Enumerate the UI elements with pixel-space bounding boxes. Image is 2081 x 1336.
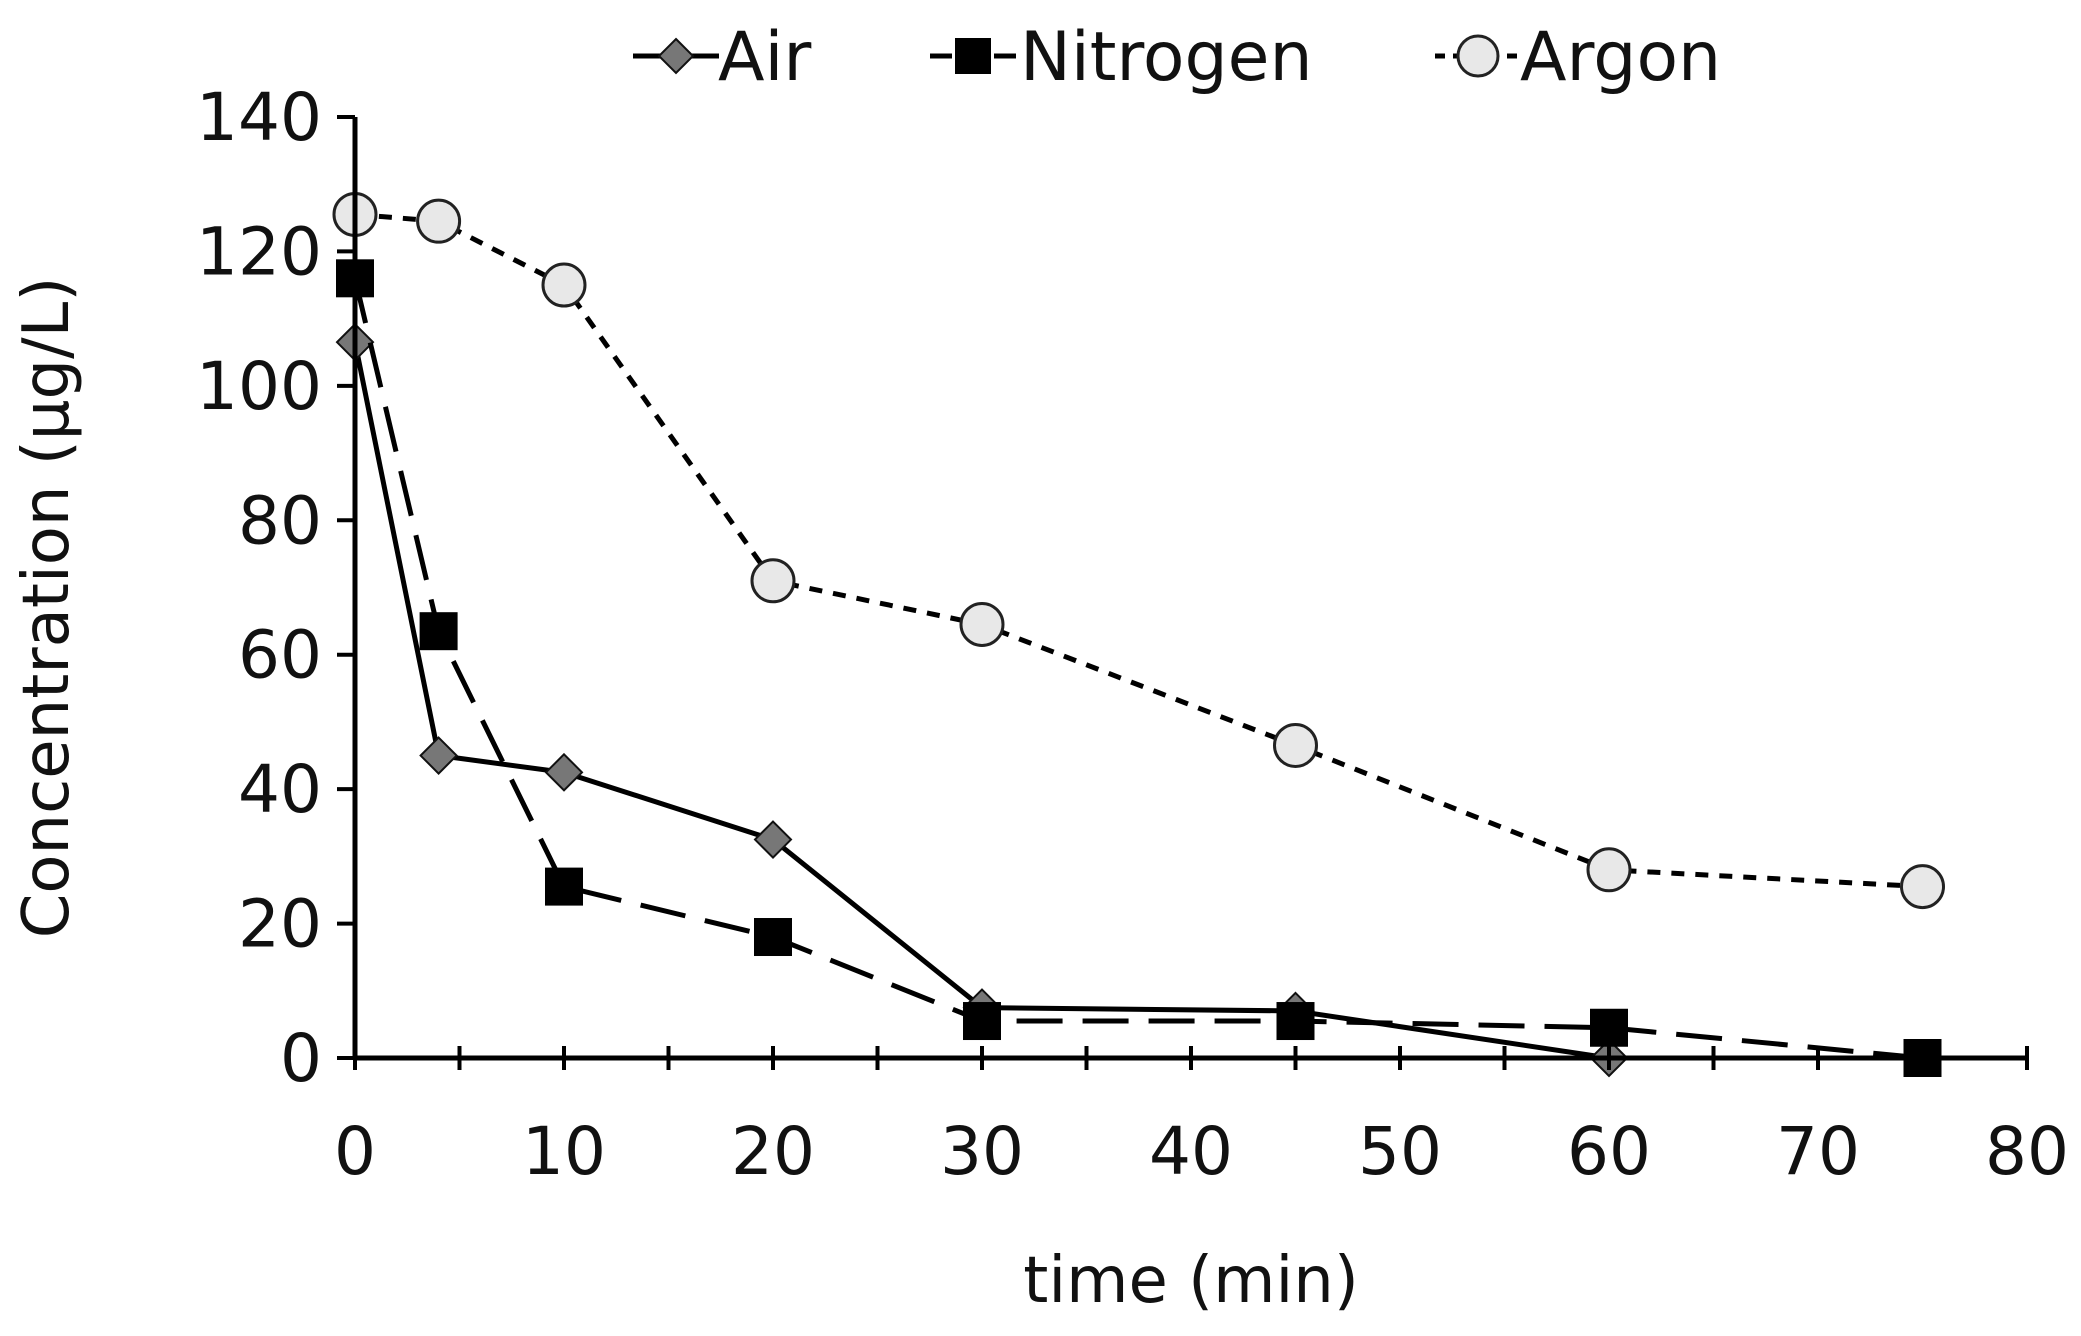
x-tick-label: 30: [940, 1113, 1024, 1190]
x-tick-label: 50: [1358, 1113, 1442, 1190]
data-point-nitrogen: [1276, 1002, 1315, 1041]
y-tick-label: 60: [238, 617, 322, 694]
x-axis-title: time (min): [1023, 1244, 1359, 1318]
series-air: [335, 322, 1629, 1078]
y-tick-label: 120: [196, 213, 322, 290]
x-tick-label: 10: [522, 1113, 606, 1190]
legend-marker-argon: [1456, 34, 1500, 78]
series-layer: [332, 191, 1945, 1078]
data-point-argon: [416, 198, 462, 244]
data-point-argon: [541, 262, 587, 308]
x-tick-label: 40: [1149, 1113, 1233, 1190]
legend-marker-nitrogen: [955, 38, 991, 74]
data-point-nitrogen: [963, 1002, 1001, 1041]
data-point-argon: [1273, 722, 1318, 768]
data-point-nitrogen: [545, 867, 583, 906]
legend-label-nitrogen: Nitrogen: [1020, 18, 1313, 97]
y-tick-label: 140: [196, 79, 322, 156]
x-tick-label: 80: [1985, 1113, 2069, 1190]
x-tick-label: 20: [731, 1113, 815, 1190]
x-ticks: 0 10 20 30 40 50 60 70 80: [334, 1046, 2069, 1190]
series-nitrogen: [336, 259, 1942, 1077]
data-point-nitrogen: [419, 612, 458, 651]
series-line-argon: [354, 211, 1923, 890]
data-point-argon: [1586, 847, 1632, 893]
series-line-air: [352, 341, 1610, 1061]
x-tick-label: 70: [1776, 1113, 1860, 1190]
series-argon: [332, 191, 1945, 910]
legend-marker-air: [657, 37, 695, 75]
y-tick-label: 40: [238, 751, 322, 828]
data-point-air: [544, 752, 584, 792]
legend-item-argon: Argon: [1435, 18, 1721, 97]
x-tick-label: 60: [1567, 1113, 1651, 1190]
axes: 0 10 20 30 40 50 60 70 80 0 20 40 60 80 100 120 140: [196, 79, 2069, 1190]
data-point-air: [753, 820, 793, 859]
data-point-nitrogen: [1590, 1008, 1628, 1047]
data-point-nitrogen: [754, 918, 792, 957]
y-tick-label: 20: [238, 886, 322, 963]
legend: Air Nitrogen Argon: [633, 18, 1721, 97]
data-point-argon: [959, 601, 1005, 647]
y-ticks: 0 20 40 60 80 100 120 140: [196, 79, 355, 1097]
data-point-air: [419, 736, 459, 775]
legend-label-argon: Argon: [1520, 18, 1721, 97]
y-tick-label: 80: [238, 482, 322, 559]
series-line-nitrogen: [352, 277, 1923, 1061]
data-point-argon: [1900, 864, 1945, 910]
x-tick-label: 0: [334, 1113, 376, 1190]
legend-label-air: Air: [718, 18, 811, 97]
data-point-argon: [750, 558, 796, 604]
y-tick-label: 100: [196, 348, 322, 425]
y-tick-label: 0: [280, 1020, 322, 1097]
legend-item-air: Air: [633, 18, 811, 97]
legend-item-nitrogen: Nitrogen: [930, 18, 1313, 97]
y-axis-title: Concentration (µg/L): [10, 277, 84, 939]
